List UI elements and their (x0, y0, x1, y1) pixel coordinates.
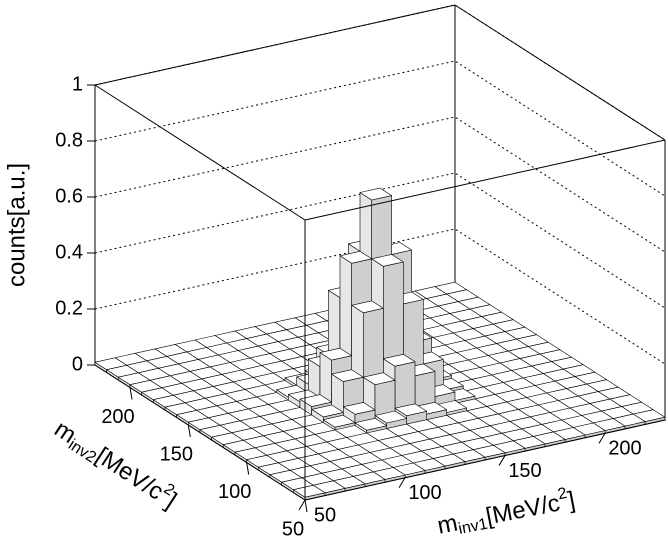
frame-edge (94, 84, 306, 221)
z-tick-label: 1 (72, 73, 83, 95)
x-label-sub: inv1 (457, 516, 489, 538)
frame-edge (304, 139, 666, 221)
grid-line (94, 4, 666, 141)
y-label-unit: [MeV/c (91, 443, 168, 506)
bar-top (322, 414, 356, 428)
bar-top (311, 404, 344, 418)
x-tick (598, 433, 606, 444)
x-tick-label: 50 (314, 504, 336, 526)
y-tick (187, 424, 191, 438)
bar-top (354, 417, 388, 431)
y-tick-label: 50 (282, 518, 304, 540)
z-tick-label: 0.2 (55, 297, 83, 319)
bar-top (382, 353, 416, 367)
x-axis-label: minv1[MeV/c2] (435, 484, 578, 542)
y-tick-label: 150 (160, 443, 193, 465)
front-layer: 50 100 150 200 50 100 150 200 (94, 84, 666, 540)
bar-top (351, 300, 384, 314)
y-tick (304, 499, 308, 513)
y-tick-label: 100 (218, 481, 251, 503)
z-tick-label: 0 (72, 353, 83, 375)
bar-top (374, 410, 408, 424)
z-axis-label: counts[a.u.] (3, 163, 30, 287)
x-label-sup: 2 (556, 485, 568, 503)
y-tick-label: 200 (101, 406, 134, 428)
grid-line (94, 60, 666, 197)
y-tick (129, 387, 133, 400)
bar (292, 484, 326, 501)
bar-top (319, 347, 353, 361)
bar-top (359, 187, 393, 201)
x-tick (498, 455, 506, 466)
x-label-unit: [MeV/c (484, 490, 562, 531)
bar-top (299, 394, 333, 407)
bar-top (339, 251, 373, 264)
z-tick-label: 0.4 (55, 241, 83, 263)
x-tick-label: 150 (508, 460, 541, 482)
x-tick (398, 477, 406, 489)
x-tick-label: 200 (608, 438, 641, 460)
x-label-base: m (435, 510, 460, 540)
x-tick-label: 100 (408, 482, 441, 504)
grid-line (94, 228, 666, 365)
grid-line (94, 172, 666, 309)
bar-top (371, 254, 404, 267)
y-tick (246, 462, 250, 475)
bar-top (342, 402, 376, 415)
bars-layer (94, 187, 666, 501)
bar-top (394, 403, 428, 417)
bar-top (292, 484, 326, 498)
bar-top (331, 369, 364, 382)
bar-top (362, 372, 396, 386)
x-label-end: ] (566, 487, 578, 515)
grid-line (94, 116, 666, 253)
z-tick-label: 0.8 (55, 129, 83, 151)
x-tick (298, 499, 306, 511)
z-tick-label: 0.6 (55, 185, 83, 207)
